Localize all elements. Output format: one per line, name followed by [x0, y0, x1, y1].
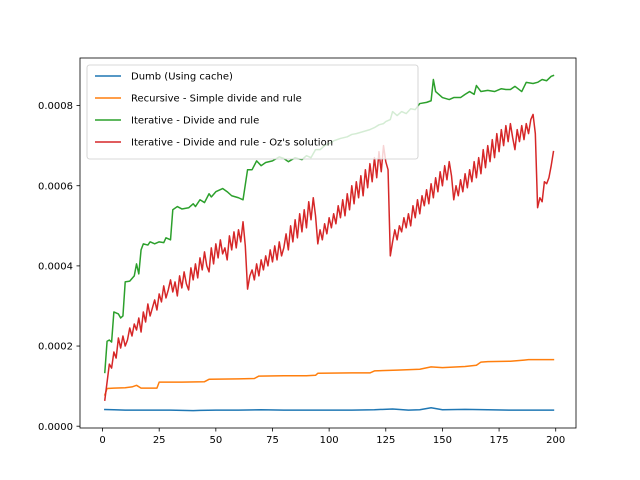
x-tick-label: 200: [546, 435, 565, 446]
x-tick-label: 125: [376, 435, 395, 446]
y-tick-label: 0.0000: [38, 422, 73, 433]
x-axis: 0 25 50 75 100 125 150 175 200: [99, 428, 565, 446]
y-axis: 0.0000 0.0002 0.0004 0.0006 0.0008: [38, 101, 80, 433]
legend-label-1: Dumb (Using cache): [131, 72, 233, 83]
y-tick-label: 0.0002: [38, 342, 73, 353]
x-tick-label: 0: [99, 435, 105, 446]
series-line-4: [103, 113, 555, 401]
legend-label-2: Recursive - Simple divide and rule: [131, 94, 302, 105]
x-tick-label: 25: [153, 435, 166, 446]
x-tick-label: 175: [490, 435, 509, 446]
legend-label-4: Iterative - Divide and rule - Oz's solut…: [131, 138, 333, 149]
legend-box: [86, 64, 419, 160]
legend-label-3: Iterative - Divide and rule: [131, 116, 259, 127]
series-line-1: [104, 407, 555, 412]
x-tick-label: 75: [266, 435, 279, 446]
y-tick-label: 0.0006: [38, 181, 73, 192]
y-tick-label: 0.0008: [38, 101, 73, 112]
legend: Dumb (Using cache) Recursive - Simple div…: [86, 64, 419, 160]
x-tick-label: 50: [209, 435, 222, 446]
plot-frame: [79, 57, 577, 429]
series-line-2: [103, 358, 555, 396]
x-tick-label: 150: [433, 435, 452, 446]
x-tick-label: 100: [320, 435, 339, 446]
y-tick-label: 0.0004: [38, 261, 73, 272]
